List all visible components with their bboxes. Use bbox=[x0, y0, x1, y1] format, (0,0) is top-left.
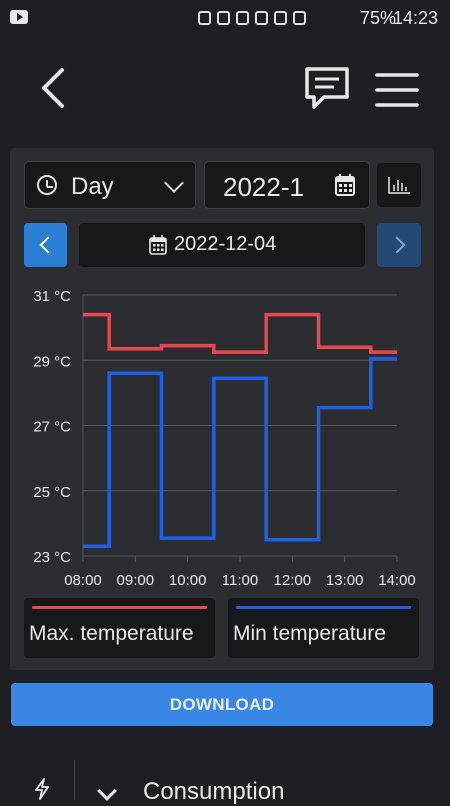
y-tick-label: 25 °C bbox=[33, 484, 71, 501]
chevron-left-icon bbox=[42, 68, 64, 108]
previous-day-button[interactable] bbox=[24, 223, 67, 267]
download-button[interactable]: DOWNLOAD bbox=[11, 683, 433, 726]
x-tick-label: 09:00 bbox=[117, 572, 155, 589]
section-divider bbox=[74, 760, 75, 800]
temperature-chart: 23 °C 25 °C 27 °C 29 °C 31 °C 08:00 09:00 10:00… bbox=[33, 288, 416, 589]
legend-min-temperature[interactable]: Min temperature bbox=[228, 598, 419, 658]
legend-max-swatch bbox=[32, 606, 207, 609]
legend-min-label: Min temperature bbox=[233, 622, 386, 645]
bluetooth-icon bbox=[236, 11, 249, 25]
y-tick-label: 31 °C bbox=[33, 288, 71, 305]
y-tick-label: 27 °C bbox=[33, 419, 71, 436]
next-day-button[interactable] bbox=[377, 223, 421, 267]
x-tick-label: 13:00 bbox=[326, 572, 364, 589]
current-date-display[interactable]: 2022-12-04 bbox=[79, 223, 365, 267]
chat-icon bbox=[305, 67, 349, 109]
wifi-icon bbox=[274, 11, 287, 25]
status-icons bbox=[198, 8, 306, 28]
youtube-notification-icon bbox=[10, 10, 28, 24]
x-tick-label: 14:00 bbox=[378, 572, 416, 589]
status-clock: 14:23 bbox=[392, 8, 438, 28]
chart-type-button[interactable] bbox=[377, 163, 421, 207]
top-app-bar bbox=[0, 36, 450, 138]
legend-max-label: Max. temperature bbox=[29, 622, 194, 645]
x-tick-label: 11:00 bbox=[222, 572, 258, 589]
x-tick-label: 10:00 bbox=[169, 572, 207, 589]
consumption-title: Consumption bbox=[143, 778, 285, 805]
series-line-min-temperature bbox=[83, 356, 397, 548]
calendar-icon bbox=[335, 174, 355, 196]
period-select-label: Day bbox=[71, 173, 114, 200]
chevron-down-icon bbox=[97, 781, 117, 801]
legend-min-swatch bbox=[236, 606, 411, 609]
date-input-value: 2022-1 bbox=[223, 172, 304, 202]
period-select[interactable]: Day bbox=[24, 161, 196, 209]
consumption-section-header[interactable]: Consumption bbox=[0, 760, 450, 805]
chevron-down-icon bbox=[164, 173, 184, 193]
date-input[interactable]: 2022-1 bbox=[204, 161, 370, 209]
y-tick-label: 29 °C bbox=[33, 353, 71, 370]
lightning-bolt-icon bbox=[35, 778, 49, 800]
calendar-icon bbox=[149, 235, 167, 255]
battery-saver-icon bbox=[198, 11, 211, 25]
clock-icon bbox=[37, 175, 57, 195]
alarm-icon bbox=[255, 11, 268, 25]
chat-button[interactable] bbox=[302, 64, 352, 114]
status-bar: 75% 14:23 bbox=[0, 0, 450, 36]
signal-icon bbox=[293, 11, 306, 25]
menu-button[interactable] bbox=[374, 70, 420, 110]
bar-chart-icon bbox=[388, 177, 410, 194]
back-button[interactable] bbox=[32, 64, 76, 112]
recycle-icon bbox=[217, 11, 230, 25]
x-tick-label: 08:00 bbox=[64, 572, 102, 589]
legend-max-temperature[interactable]: Max. temperature bbox=[24, 598, 215, 658]
series-line-max-temperature bbox=[83, 312, 397, 354]
y-tick-label: 23 °C bbox=[33, 549, 71, 566]
hamburger-menu-icon bbox=[375, 73, 419, 107]
battery-percentage: 75% bbox=[360, 8, 397, 28]
x-tick-label: 12:00 bbox=[274, 572, 312, 589]
current-date-text: 2022-12-04 bbox=[174, 233, 277, 255]
